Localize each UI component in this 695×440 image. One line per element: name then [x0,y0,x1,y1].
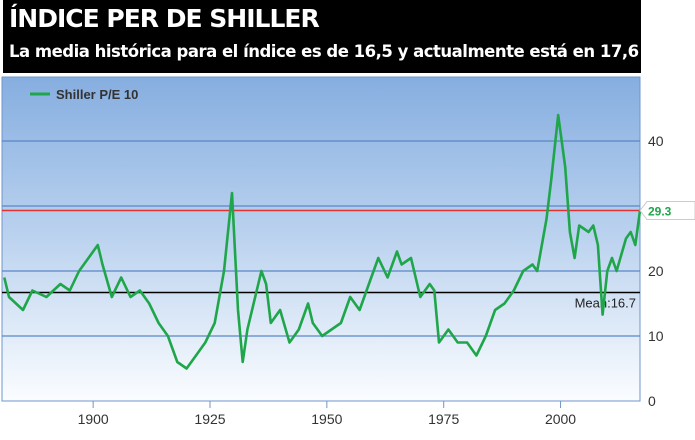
y-tick-label: 10 [648,328,664,344]
legend-label: Shiller P/E 10 [56,87,138,102]
y-tick-label: 40 [648,133,664,149]
legend: Shiller P/E 10 [30,87,138,102]
x-tick-label: 1975 [428,411,459,427]
current-value-label: 29.3 [648,205,672,219]
x-tick-label: 2000 [545,411,576,427]
chart-subtitle: La media histórica para el índice es de … [9,42,639,61]
x-tick-label: 1950 [311,411,342,427]
current-value-callout [639,201,695,221]
y-tick-label: 0 [648,393,656,409]
mean-label: Mean:16.7 [575,295,636,310]
plot-area [1,76,641,402]
x-tick-label: 1900 [78,411,109,427]
chart-title: ÍNDICE PER DE SHILLER [9,4,320,33]
series-line-shiller-pe [3,113,642,370]
x-tick-label: 1925 [194,411,225,427]
y-tick-label: 20 [648,263,664,279]
chart-header: ÍNDICE PER DE SHILLER La media histórica… [3,0,641,73]
